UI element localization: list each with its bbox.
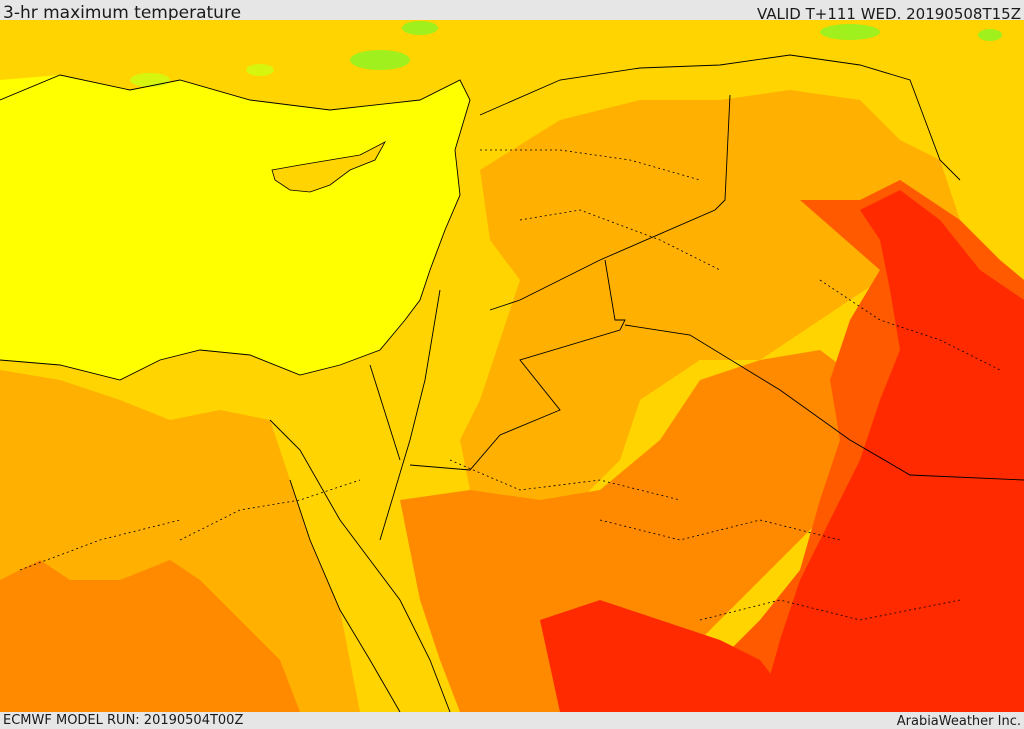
temperature-patch-cool-2 [402, 21, 438, 35]
temperature-zone-egypt-deep-orange [0, 560, 300, 712]
temperature-patch-cool-4 [978, 29, 1002, 41]
temperature-map-svg [0, 20, 1024, 712]
credit-label: ArabiaWeather Inc. [896, 714, 1021, 729]
coastlines [0, 74, 471, 712]
temperature-zone-inland-orange [460, 90, 960, 520]
temperature-zone-north [0, 20, 1024, 140]
country-borders [369, 54, 1024, 481]
temperature-patch-cool-1 [350, 50, 410, 70]
model-run-label: ECMWF MODEL RUN: 20190504T00Z [3, 713, 244, 728]
valid-time-label: VALID T+111 WED. 20190508T15Z [756, 5, 1021, 23]
temperature-zone-arabia-red [540, 600, 800, 712]
temperature-zone-red [760, 190, 1024, 712]
red-sea [270, 420, 450, 712]
map-title: 3-hr maximum temperature [3, 3, 242, 23]
province-borders [19, 149, 1001, 621]
temperature-map[interactable] [0, 20, 1024, 712]
temperature-zone-arabia-orange [400, 350, 870, 712]
temperature-patch-cool-6 [130, 73, 170, 87]
temperature-patch-cool-5 [246, 64, 274, 76]
temperature-patch-cool-3 [820, 24, 880, 40]
cyprus-island [271, 141, 386, 193]
mediterranean-sea [0, 75, 470, 380]
